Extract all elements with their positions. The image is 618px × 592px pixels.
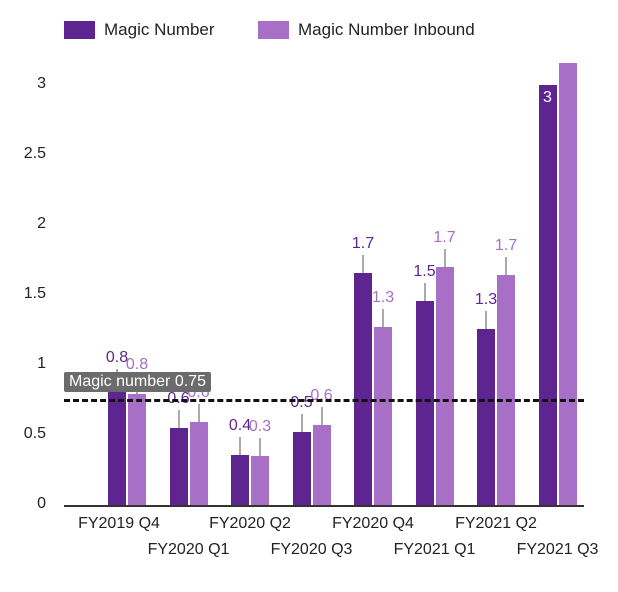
label-leader-line <box>362 254 364 273</box>
reference-line <box>64 399 584 402</box>
y-tick-label: 0 <box>37 495 46 512</box>
legend-item-magic-number[interactable]: Magic Number <box>64 18 215 42</box>
value-label: 0.6 <box>310 387 333 405</box>
label-leader-line <box>485 310 487 329</box>
bar-magic-number-inbound[interactable] <box>558 62 577 505</box>
label-leader-line <box>320 407 323 426</box>
bar-magic-number[interactable] <box>477 328 495 505</box>
label-leader-line <box>423 282 426 301</box>
y-tick-label: 1 <box>37 355 46 372</box>
value-label: 1.3 <box>371 289 395 307</box>
label-leader-line <box>300 414 303 433</box>
x-tick-label: FY2021 Q3 <box>516 541 599 558</box>
label-leader-line <box>197 404 200 423</box>
value-label: 0.4 <box>228 416 252 434</box>
bar-magic-number[interactable] <box>169 428 188 505</box>
legend-label: Magic Number <box>104 20 215 39</box>
reference-line-label: Magic number 0.75 <box>64 372 211 392</box>
bar-magic-number-inbound[interactable] <box>435 267 454 505</box>
x-tick-label: FY2019 Q4 <box>78 515 160 532</box>
value-label: 0.8 <box>125 356 149 374</box>
value-label: 1.7 <box>494 237 518 255</box>
x-tick-label: FY2020 Q1 <box>147 541 230 558</box>
x-tick-label: FY2021 Q2 <box>455 515 537 532</box>
x-tick-label: FY2020 Q3 <box>270 541 353 558</box>
bar-magic-number[interactable] <box>231 454 249 505</box>
bar-magic-number[interactable] <box>415 300 434 505</box>
label-leader-line <box>259 438 261 456</box>
y-tick-label: 0.5 <box>23 425 46 442</box>
y-tick-label: 2.5 <box>23 145 46 162</box>
value-label: 0.6 <box>167 390 190 407</box>
legend-label: Magic Number Inbound <box>298 20 475 39</box>
label-leader-line <box>177 410 180 428</box>
x-tick-label: FY2020 Q4 <box>332 515 414 532</box>
label-leader-line <box>505 257 507 276</box>
value-label: 1.5 <box>413 262 436 280</box>
value-label: 0.8 <box>105 349 129 367</box>
x-tick-label: FY2020 Q2 <box>209 515 291 532</box>
chart-legend: Magic Number Magic Number Inbound <box>0 18 618 42</box>
bar-magic-number-inbound[interactable] <box>189 422 208 505</box>
value-label: 1.7 <box>351 234 375 252</box>
x-tick-label: FY2021 Q1 <box>393 541 476 558</box>
bar-magic-number[interactable] <box>354 272 372 505</box>
bar-magic-number-inbound[interactable] <box>251 456 269 505</box>
bar-magic-number-inbound[interactable] <box>312 425 331 505</box>
value-label: 1.7 <box>433 229 456 246</box>
bar-magic-number-inbound[interactable] <box>128 394 146 505</box>
bar-magic-number-inbound[interactable] <box>374 327 392 505</box>
y-tick-label: 2 <box>37 215 46 232</box>
label-leader-line <box>382 309 384 328</box>
y-tick-label: 1.5 <box>23 285 46 302</box>
value-label: 0.5 <box>290 394 313 412</box>
legend-item-magic-number-inbound[interactable]: Magic Number Inbound <box>258 18 475 42</box>
bar-magic-number-inbound[interactable] <box>497 275 515 505</box>
y-tick-label: 3 <box>37 75 46 92</box>
bar-magic-number[interactable] <box>292 432 311 505</box>
x-axis-line <box>64 505 584 507</box>
value-label: 0.3 <box>248 418 272 435</box>
legend-swatch <box>258 21 289 39</box>
value-label: 1.3 <box>474 290 498 308</box>
label-leader-line <box>443 249 446 267</box>
label-leader-line <box>239 436 241 455</box>
value-label: 3 <box>543 89 552 106</box>
bar-magic-number[interactable] <box>108 387 126 505</box>
bar-magic-number[interactable] <box>538 85 557 505</box>
legend-swatch <box>64 21 95 39</box>
